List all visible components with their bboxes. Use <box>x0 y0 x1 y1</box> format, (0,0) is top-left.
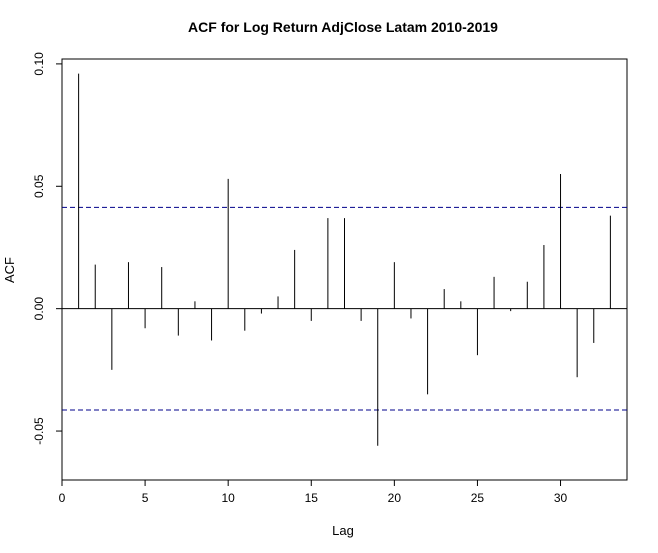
y-axis: -0.05 0.00 0.05 0.10 <box>32 52 62 445</box>
y-tick-label: -0.05 <box>32 417 46 445</box>
x-tick-label: 30 <box>554 491 568 505</box>
x-axis: 0 5 10 15 20 25 30 <box>59 479 568 505</box>
plot-area <box>62 73 627 446</box>
y-tick-label: 0.05 <box>32 174 46 198</box>
x-tick-label: 15 <box>305 491 319 505</box>
y-tick-label: 0.10 <box>32 52 46 76</box>
x-tick-label: 20 <box>388 491 402 505</box>
chart-title: ACF for Log Return AdjClose Latam 2010-2… <box>188 19 498 35</box>
x-tick-label: 0 <box>59 491 66 505</box>
x-tick-label: 25 <box>471 491 485 505</box>
x-tick-label: 10 <box>221 491 235 505</box>
y-axis-label: ACF <box>2 257 17 283</box>
x-axis-label: Lag <box>332 523 354 538</box>
x-tick-label: 5 <box>142 491 149 505</box>
y-tick-label: 0.00 <box>32 297 46 321</box>
